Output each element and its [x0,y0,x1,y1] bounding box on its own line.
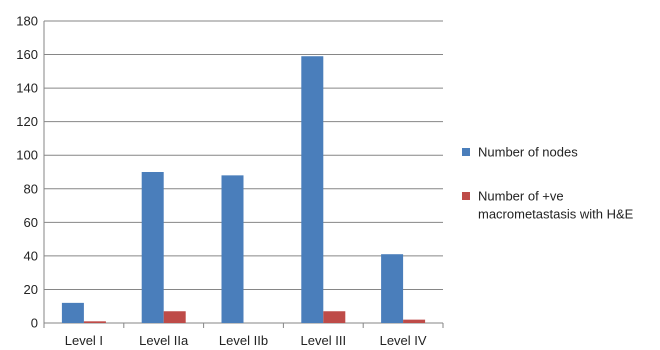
bar-nodes-1 [141,172,164,323]
y-tick-label: 140 [16,81,38,96]
y-tick-label: 120 [16,114,38,129]
bars [61,56,426,323]
y-tick-label: 180 [16,14,38,29]
x-category-label: Level I [65,333,103,348]
bar-nodes-0 [61,302,84,323]
bar-nodes-3 [301,56,324,323]
legend-swatch [462,148,470,156]
legend-label-line: Number of nodes [478,145,578,160]
y-tick-label: 20 [24,282,38,297]
bar-nodes-4 [381,254,404,323]
y-tick-label: 60 [24,215,38,230]
bar-positive-1 [163,311,186,323]
y-tick-label: 0 [31,316,38,331]
y-tick-label: 40 [24,248,38,263]
bar-nodes-2 [221,175,244,323]
gridlines [44,20,443,290]
y-tick-label: 160 [16,47,38,62]
legend-swatch [462,192,470,200]
bar-positive-0 [83,321,106,323]
x-category-label: Level IIb [219,333,268,348]
legend-label: Number of nodes [478,145,578,160]
x-category-label: Level III [301,333,347,348]
legend-label-line: macrometastasis with H&E [478,207,634,222]
x-category-label: Level IIa [139,333,189,348]
bar-positive-4 [403,319,426,323]
y-tick-label: 100 [16,148,38,163]
legend-label: Number of +ve macrometastasis with H&E [478,189,634,222]
x-category-labels: Level I Level IIa Level IIb Level III Level … [65,333,427,348]
bar-positive-3 [323,311,346,323]
y-tick-labels: 0 20 40 60 80 100 120 140 160 180 [16,14,38,331]
x-category-label: Level IV [380,333,427,348]
legend: Number of nodes Number of +ve macrometasta… [462,145,634,222]
legend-label-line: Number of +ve [478,189,564,204]
y-tick-label: 80 [24,181,38,196]
